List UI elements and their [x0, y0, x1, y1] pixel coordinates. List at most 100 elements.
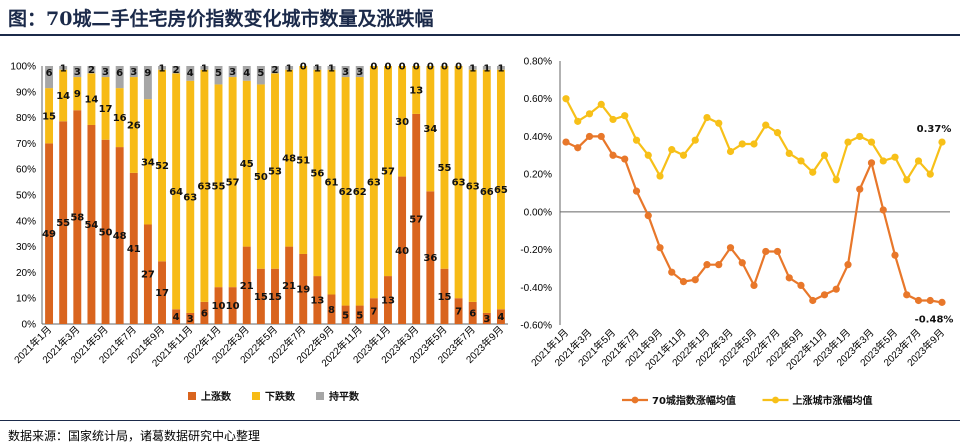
bar-segment-2 [45, 88, 54, 144]
bar-segment-2 [285, 69, 294, 247]
bar-segment-2 [496, 69, 505, 310]
bar-segment-2 [426, 66, 435, 192]
title-divider [0, 34, 960, 36]
data-label: 17 [155, 288, 169, 299]
data-label: 53 [268, 167, 282, 178]
series-point [891, 251, 899, 259]
bar-segment-1 [398, 176, 407, 324]
series-point [656, 244, 664, 252]
data-label: 50 [254, 172, 268, 183]
bar-segment-1 [313, 276, 322, 324]
bar-segment-3 [129, 66, 138, 78]
data-label: 4 [173, 312, 180, 323]
data-label: 1 [469, 63, 476, 74]
bar-segment-1 [384, 276, 392, 324]
series-point [644, 151, 652, 159]
y-tick-label: 50% [16, 191, 36, 202]
series-point [797, 157, 805, 165]
series-point [879, 157, 887, 165]
bar-segment-1 [440, 268, 449, 324]
data-label: 6 [201, 308, 208, 319]
series-point [715, 261, 723, 269]
data-label: 3 [102, 67, 109, 78]
data-label: 3 [342, 67, 349, 78]
series-point [879, 206, 887, 214]
data-label: 8 [328, 305, 335, 316]
data-label: 27 [141, 270, 155, 281]
data-label: 51 [296, 155, 310, 166]
data-label: 16 [113, 113, 127, 124]
y-tick-label: 60% [16, 165, 36, 176]
data-label: 21 [240, 281, 254, 292]
bar-segment-3 [45, 66, 54, 89]
bar-segment-2 [73, 77, 82, 111]
bar-segment-3 [468, 66, 477, 70]
series-point [903, 291, 911, 299]
bar-segment-1 [369, 298, 378, 324]
bar-segment-2 [87, 73, 96, 125]
data-label: 64 [169, 187, 183, 198]
y-tick-label: -0.60% [520, 321, 552, 332]
series-point [926, 170, 934, 178]
data-label: 57 [409, 214, 423, 225]
bar-segment-1 [129, 172, 138, 324]
data-label: 15 [254, 292, 268, 303]
data-label: 58 [70, 213, 84, 224]
data-label: 61 [325, 178, 339, 189]
data-label: 1 [286, 63, 293, 74]
data-label: 55 [56, 218, 70, 229]
y-tick-label: 0% [22, 320, 37, 331]
data-label: 15 [268, 292, 282, 303]
bar-segment-1 [158, 261, 166, 324]
data-label: 57 [226, 178, 240, 189]
bar-segment-3 [73, 66, 82, 78]
data-label: 48 [282, 154, 296, 165]
y-tick-label: 90% [16, 87, 36, 98]
legend-label: 上涨数 [201, 390, 232, 403]
bar-segment-2 [228, 77, 237, 288]
series-point [762, 121, 770, 129]
bar-segment-3 [256, 66, 265, 85]
series-point [703, 261, 711, 269]
bar-segment-1 [355, 305, 364, 324]
bar-segment-1 [468, 301, 477, 324]
y-tick-label: 70% [16, 139, 36, 150]
bar-segment-3 [172, 66, 181, 74]
data-label: 0 [441, 62, 448, 73]
bar-segment-2 [158, 69, 166, 262]
series-point [867, 138, 876, 146]
bar-segment-2 [101, 77, 110, 140]
bar-segment-1 [59, 121, 68, 325]
y-tick-label: 0.40% [524, 132, 552, 143]
bar-segment-3 [228, 66, 237, 78]
data-label: 13 [409, 85, 423, 96]
data-label: 1 [201, 63, 208, 74]
data-label: 3 [74, 67, 81, 78]
data-label: 4 [497, 312, 504, 323]
source-note: 数据来源：国家统计局，诸葛数据研究中心整理 [8, 429, 261, 443]
y-tick-label: 10% [16, 294, 36, 305]
bar-segment-1 [143, 224, 152, 324]
series-point [562, 95, 570, 103]
page-title: 图：70城二手住宅房价指数变化城市数量及涨跌幅 [8, 8, 434, 30]
bar-segment-1 [214, 287, 223, 324]
bar-segment-2 [115, 88, 124, 148]
data-label: 5 [257, 68, 264, 79]
bar-segment-3 [285, 66, 294, 70]
bar-segment-3 [355, 66, 364, 78]
legend-label: 70城指数涨幅均值 [652, 394, 736, 407]
bar-segment-3 [341, 66, 350, 78]
bar-segment-1 [200, 301, 209, 324]
legend-label: 下跌数 [265, 390, 296, 403]
data-label: 0 [370, 62, 377, 73]
series-point [585, 132, 594, 141]
series-point [809, 296, 817, 305]
data-label: 1 [328, 63, 335, 74]
bar-segment-1 [115, 147, 124, 324]
data-label: 5 [342, 310, 349, 321]
data-label: 1 [483, 63, 490, 74]
series-point [597, 132, 605, 141]
bar-segment-2 [129, 77, 138, 173]
series-point [891, 153, 899, 161]
data-label: 52 [155, 161, 169, 172]
